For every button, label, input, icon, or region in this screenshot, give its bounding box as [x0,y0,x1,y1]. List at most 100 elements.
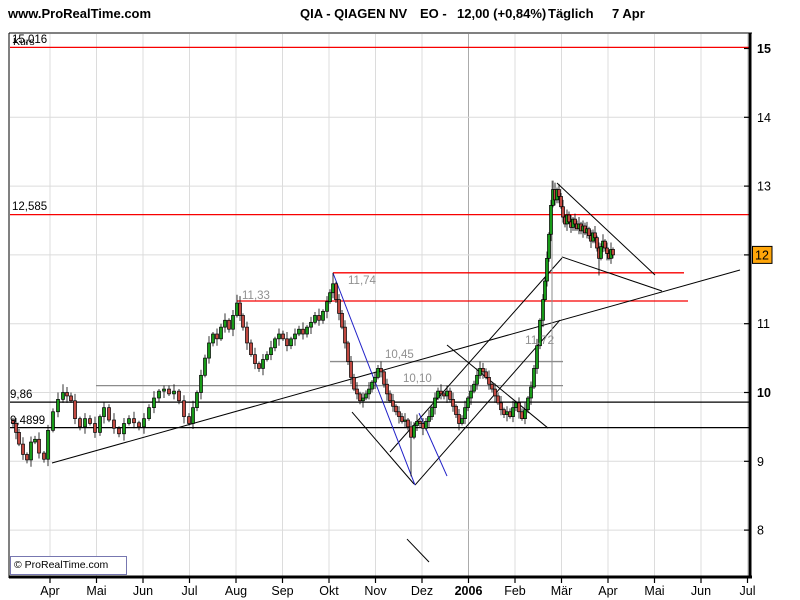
y-tick-label: 11 [757,317,770,331]
y-tick-label: 8 [757,524,764,538]
candle-body [340,313,344,328]
level-label: 10,10 [403,373,432,385]
candle-body [211,333,215,344]
candle-body [355,388,359,395]
candle-body [127,418,131,424]
candle-body [122,423,126,435]
candle-body [394,405,398,413]
candle-body [301,328,305,335]
candle-body [235,302,239,316]
candle-body [523,409,527,419]
candle-body [557,189,561,197]
candle-body [14,423,18,433]
current-price-badge-text: 12 [755,248,769,262]
trendline-down-channel [351,411,415,485]
candle-body [427,416,431,422]
candle-body [475,374,479,385]
level-label: 11,33 [242,290,270,302]
candle-body [451,399,455,407]
candle-body [227,319,231,330]
candle-body [187,416,191,424]
candle-body [463,407,467,419]
candle-body [132,418,136,424]
candle-body [313,315,317,323]
candle-body [162,388,166,392]
candle-body [321,310,325,321]
candle-body [349,361,353,378]
candle-body [573,218,577,225]
level-label: 9,4899 [10,415,45,427]
candle-body [448,390,452,400]
candle-body [117,427,121,435]
candle-body [172,390,176,395]
x-month-label: Nov [364,584,387,598]
candle-body [309,321,313,328]
candle-body [403,419,407,422]
candle-body [433,397,437,408]
candle-body [496,395,500,404]
candle-body [334,283,338,300]
candle-body [142,418,146,428]
candle-body [490,383,494,390]
candle-body [561,206,565,218]
candle-body [88,418,92,424]
candle-body [21,443,25,455]
candle-body [147,407,151,419]
candle-body [69,395,73,402]
candle-body [442,393,446,397]
candle-body [269,347,273,356]
candle-body [29,441,33,461]
candle-body [65,392,69,397]
candle-body [207,342,211,359]
level-label: 15,016 [12,34,47,46]
candle-body [137,422,141,428]
candle-body [599,246,603,259]
candle-body [538,319,542,347]
candle-body [51,411,55,431]
candle-body [505,411,509,415]
x-month-label: Dez [411,584,433,598]
candle-body [46,429,50,460]
candle-body [343,326,347,344]
annotation-label: 11,72 [525,333,554,347]
candle-body [297,328,301,335]
candle-body [457,414,461,424]
trendline-jan-decline [446,344,549,429]
candle-body [328,292,332,303]
timeframe-label: Täglich [548,6,594,21]
candle-body [331,283,335,294]
candle-body [454,405,458,415]
level-label: 12,585 [12,201,47,213]
candle-body [593,232,597,239]
candle-body [418,421,422,424]
x-month-label: Apr [598,584,617,598]
candle-body [253,354,257,364]
candle-body [199,374,203,393]
candle-body [595,237,599,249]
candle-body [511,407,515,417]
candle-body [261,359,265,369]
level-label: 9,86 [10,389,32,401]
candle-body [379,368,383,373]
x-month-label: Jul [182,584,198,598]
candle-body [535,345,539,369]
candle-body [98,416,102,433]
last-quote-change: 12,00 (+0,84%) [457,6,547,21]
candle-body [391,400,395,407]
candle-body [56,399,60,413]
y-tick-label: 13 [757,180,771,194]
candle-body [11,419,15,424]
x-month-label: Mär [551,584,573,598]
candle-body [532,368,536,388]
site-title: www.ProRealTime.com [8,6,152,21]
candle-body [102,407,106,417]
candle-body [460,418,464,424]
copyright-badge: © ProRealTime.com [10,556,127,575]
candle-body [17,432,21,445]
candle-body [526,397,530,411]
candle-body [195,392,199,408]
candle-body [541,299,545,321]
candle-body [191,407,195,424]
candle-body [231,315,235,330]
